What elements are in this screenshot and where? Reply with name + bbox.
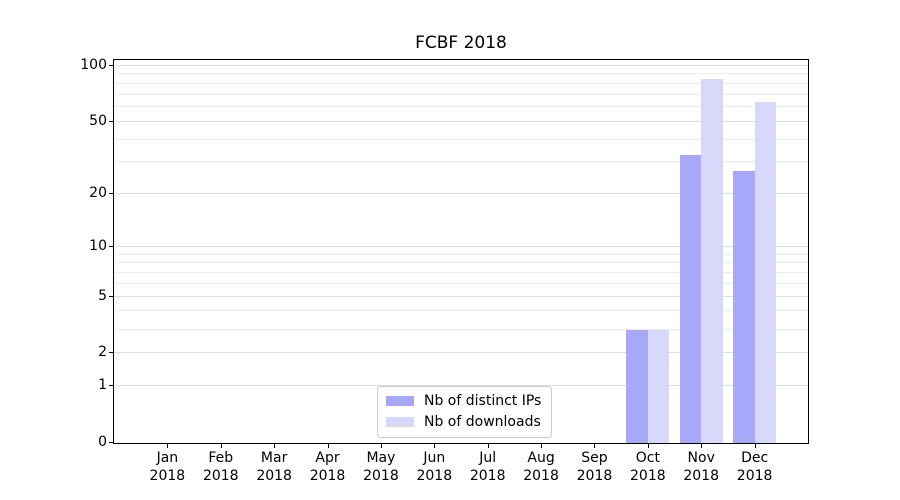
y-axis: 0 1 2 5 10 20 50 100: [0, 0, 107, 500]
y-tick-mark: [109, 193, 113, 195]
legend-label-distinct-ips: Nb of distinct IPs: [424, 393, 542, 409]
y-major-gridline: [114, 352, 808, 354]
legend-label-downloads: Nb of downloads: [424, 414, 541, 430]
x-tick-label: Mar 2018: [256, 450, 292, 484]
y-tick-mark: [109, 64, 113, 66]
y-minor-gridline: [114, 138, 808, 140]
y-minor-gridline: [114, 253, 808, 255]
chart-title: FCBF 2018: [415, 33, 507, 53]
bar-distinct-ips-oct-2018: [626, 329, 648, 443]
legend-item-downloads: Nb of downloads: [386, 414, 541, 430]
y-tick-mark: [109, 442, 113, 443]
y-tick-label: 20: [89, 185, 107, 202]
y-tick-label: 100: [80, 56, 107, 73]
bar-distinct-ips-nov-2018: [679, 154, 702, 443]
x-tick-mark: [701, 444, 703, 448]
x-tick-mark: [274, 444, 276, 448]
x-tick-label: Sep 2018: [576, 450, 613, 484]
bar-distinct-ips-dec-2018: [733, 170, 755, 443]
x-tick-mark: [541, 444, 543, 448]
plot-area: Nb of distinct IPs Nb of downloads: [113, 59, 809, 444]
y-tick-mark: [109, 385, 113, 387]
x-tick-label: Apr 2018: [309, 450, 346, 484]
y-major-gridline: [114, 385, 808, 387]
y-minor-gridline: [114, 328, 808, 330]
y-tick-label: 50: [89, 112, 107, 129]
bar-downloads-nov-2018: [701, 79, 723, 443]
y-minor-gridline: [114, 93, 808, 95]
x-tick-mark: [647, 444, 649, 448]
y-tick-label: 0: [98, 434, 107, 450]
bar-downloads-oct-2018: [647, 329, 670, 443]
legend-swatch-distinct-ips: [386, 396, 414, 406]
y-minor-gridline: [114, 106, 808, 108]
legend-item-distinct-ips: Nb of distinct IPs: [386, 393, 541, 409]
y-major-gridline: [114, 246, 808, 248]
x-tick-mark: [594, 444, 596, 448]
y-tick-mark: [109, 246, 113, 248]
y-minor-gridline: [114, 272, 808, 274]
x-tick-label: Jun 2018: [416, 450, 453, 484]
y-minor-gridline: [114, 161, 808, 163]
x-tick-label: Aug 2018: [523, 450, 559, 484]
y-tick-label: 1: [98, 377, 107, 394]
x-tick-label: Feb 2018: [202, 450, 239, 484]
y-tick-label: 10: [89, 238, 107, 255]
bar-downloads-dec-2018: [754, 101, 777, 443]
x-tick-label: May 2018: [363, 450, 399, 484]
x-tick-mark: [167, 444, 169, 448]
y-tick-mark: [109, 352, 113, 354]
legend-swatch-downloads: [386, 417, 414, 427]
x-tick-label: Oct 2018: [630, 450, 666, 484]
legend: Nb of distinct IPs Nb of downloads: [377, 386, 553, 438]
x-tick-mark: [434, 444, 436, 448]
y-tick-label: 5: [98, 287, 107, 304]
x-tick-label: Jul 2018: [469, 450, 506, 484]
x-tick-mark: [754, 444, 756, 448]
y-major-gridline: [114, 295, 808, 297]
y-minor-gridline: [114, 282, 808, 284]
x-tick-label: Dec 2018: [736, 450, 773, 484]
y-minor-gridline: [114, 310, 808, 312]
x-tick-label: Jan 2018: [149, 450, 186, 484]
y-major-gridline: [114, 64, 808, 66]
y-major-gridline: [114, 120, 808, 122]
y-minor-gridline: [114, 82, 808, 84]
x-tick-mark: [327, 444, 329, 448]
y-tick-mark: [109, 295, 113, 297]
x-tick-mark: [487, 444, 489, 448]
x-tick-label: Nov 2018: [683, 450, 720, 484]
y-tick-mark: [109, 120, 113, 122]
y-minor-gridline: [114, 262, 808, 264]
x-tick-mark: [220, 444, 222, 448]
y-major-gridline: [114, 193, 808, 195]
y-tick-label: 2: [98, 344, 107, 361]
x-tick-mark: [380, 444, 382, 448]
y-minor-gridline: [114, 73, 808, 75]
